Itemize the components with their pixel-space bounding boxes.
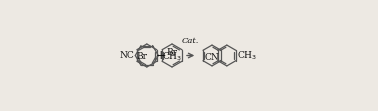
Text: +: + xyxy=(156,49,166,62)
Text: CH$_3$: CH$_3$ xyxy=(237,49,257,62)
Text: NC: NC xyxy=(119,51,134,60)
Text: CH$_3$: CH$_3$ xyxy=(162,50,182,63)
Text: Br: Br xyxy=(167,48,178,57)
Text: CN: CN xyxy=(204,53,219,61)
Text: Br: Br xyxy=(136,52,147,61)
Text: Cat.: Cat. xyxy=(182,37,199,45)
